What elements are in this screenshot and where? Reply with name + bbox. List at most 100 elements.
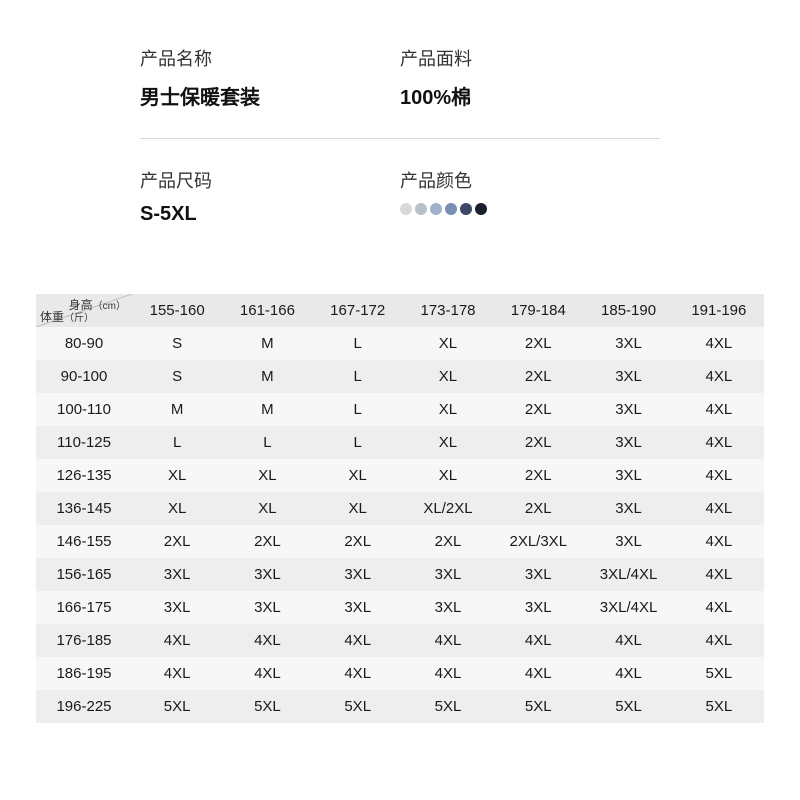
height-header-cell: 191-196 — [674, 294, 764, 327]
size-cell: 4XL — [132, 624, 222, 657]
table-row: 126-135XLXLXLXL2XL3XL4XL — [36, 459, 764, 492]
size-cell: 4XL — [674, 459, 764, 492]
product-size-block: 产品尺码 S-5XL — [140, 167, 400, 226]
size-chart-table: 身高（cm） 体重（斤） 155-160161-166167-172173-17… — [36, 294, 764, 723]
size-cell: 4XL — [674, 492, 764, 525]
size-cell: 2XL — [132, 525, 222, 558]
size-cell: 2XL — [493, 459, 583, 492]
size-cell: 4XL — [674, 360, 764, 393]
product-name-block: 产品名称 男士保暖套装 — [140, 45, 400, 110]
size-cell: 3XL/4XL — [583, 591, 673, 624]
size-cell: 4XL — [674, 624, 764, 657]
weight-label-cell: 126-135 — [36, 459, 132, 492]
size-cell: XL — [313, 459, 403, 492]
table-row: 186-1954XL4XL4XL4XL4XL4XL5XL — [36, 657, 764, 690]
size-cell: 4XL — [674, 525, 764, 558]
corner-weight-unit: （斤） — [64, 313, 94, 324]
size-cell: L — [313, 327, 403, 360]
size-cell: 3XL/4XL — [583, 558, 673, 591]
size-cell: 5XL — [583, 690, 673, 723]
table-row: 110-125LLLXL2XL3XL4XL — [36, 426, 764, 459]
product-fabric-block: 产品面料 100%棉 — [400, 45, 660, 110]
weight-label-cell: 110-125 — [36, 426, 132, 459]
product-size-value: S-5XL — [140, 203, 400, 226]
size-cell: 2XL — [493, 327, 583, 360]
size-cell: 3XL — [583, 492, 673, 525]
size-cell: 3XL — [583, 525, 673, 558]
weight-label-cell: 146-155 — [36, 525, 132, 558]
size-cell: 5XL — [493, 690, 583, 723]
size-cell: 4XL — [674, 558, 764, 591]
size-cell: 2XL — [493, 393, 583, 426]
height-header-cell: 179-184 — [493, 294, 583, 327]
size-cell: XL — [132, 492, 222, 525]
size-cell: 2XL — [313, 525, 403, 558]
size-cell: 4XL — [222, 624, 312, 657]
table-row: 90-100SMLXL2XL3XL4XL — [36, 360, 764, 393]
product-fabric-value: 100%棉 — [400, 81, 660, 110]
size-cell: 2XL — [493, 492, 583, 525]
size-cell: 4XL — [222, 657, 312, 690]
size-cell: L — [132, 426, 222, 459]
weight-label-cell: 136-145 — [36, 492, 132, 525]
size-cell: 3XL — [132, 591, 222, 624]
size-cell: 5XL — [403, 690, 493, 723]
size-cell: XL — [403, 360, 493, 393]
table-row: 100-110MMLXL2XL3XL4XL — [36, 393, 764, 426]
size-cell: 5XL — [132, 690, 222, 723]
height-header-cell: 155-160 — [132, 294, 222, 327]
color-swatch — [400, 203, 412, 215]
size-cell: XL — [403, 393, 493, 426]
product-fabric-label: 产品面料 — [400, 45, 660, 71]
size-cell: 4XL — [403, 624, 493, 657]
height-header-cell: 173-178 — [403, 294, 493, 327]
height-header-cell: 185-190 — [583, 294, 673, 327]
weight-label-cell: 166-175 — [36, 591, 132, 624]
size-cell: 4XL — [493, 624, 583, 657]
product-name-value: 男士保暖套装 — [140, 81, 400, 110]
size-cell: 4XL — [583, 624, 673, 657]
size-cell: XL/2XL — [403, 492, 493, 525]
size-cell: L — [313, 393, 403, 426]
size-cell: 3XL — [493, 558, 583, 591]
product-size-label: 产品尺码 — [140, 167, 400, 193]
size-cell: 4XL — [403, 657, 493, 690]
height-header-cell: 167-172 — [313, 294, 403, 327]
size-cell: 3XL — [583, 360, 673, 393]
weight-label-cell: 100-110 — [36, 393, 132, 426]
corner-height-unit: （cm） — [93, 301, 126, 312]
size-cell: L — [313, 426, 403, 459]
size-cell: 3XL — [313, 558, 403, 591]
size-cell: M — [132, 393, 222, 426]
size-cell: 5XL — [222, 690, 312, 723]
product-info-section: 产品名称 男士保暖套装 产品面料 100%棉 产品尺码 S-5XL 产品颜色 — [0, 0, 800, 254]
size-cell: M — [222, 393, 312, 426]
size-cell: 3XL — [403, 558, 493, 591]
size-cell: 4XL — [583, 657, 673, 690]
size-cell: XL — [403, 459, 493, 492]
size-cell: XL — [403, 327, 493, 360]
size-cell: 4XL — [674, 591, 764, 624]
color-swatch — [415, 203, 427, 215]
info-row-1: 产品名称 男士保暖套装 产品面料 100%棉 — [140, 45, 660, 139]
size-cell: 5XL — [313, 690, 403, 723]
size-cell: 2XL — [403, 525, 493, 558]
corner-weight-label: 体重（斤） — [40, 308, 94, 325]
size-cell: S — [132, 327, 222, 360]
table-row: 196-2255XL5XL5XL5XL5XL5XL5XL — [36, 690, 764, 723]
color-swatch — [430, 203, 442, 215]
size-cell: XL — [403, 426, 493, 459]
size-cell: 3XL — [222, 591, 312, 624]
size-cell: 4XL — [132, 657, 222, 690]
weight-label-cell: 156-165 — [36, 558, 132, 591]
size-cell: 4XL — [674, 426, 764, 459]
info-row-2: 产品尺码 S-5XL 产品颜色 — [140, 167, 660, 254]
color-swatches — [400, 203, 660, 215]
size-cell: XL — [222, 459, 312, 492]
size-cell: 5XL — [674, 690, 764, 723]
size-cell: 4XL — [313, 624, 403, 657]
size-cell: 3XL — [583, 426, 673, 459]
size-cell: 2XL — [222, 525, 312, 558]
size-cell: 4XL — [674, 393, 764, 426]
table-row: 80-90SMLXL2XL3XL4XL — [36, 327, 764, 360]
